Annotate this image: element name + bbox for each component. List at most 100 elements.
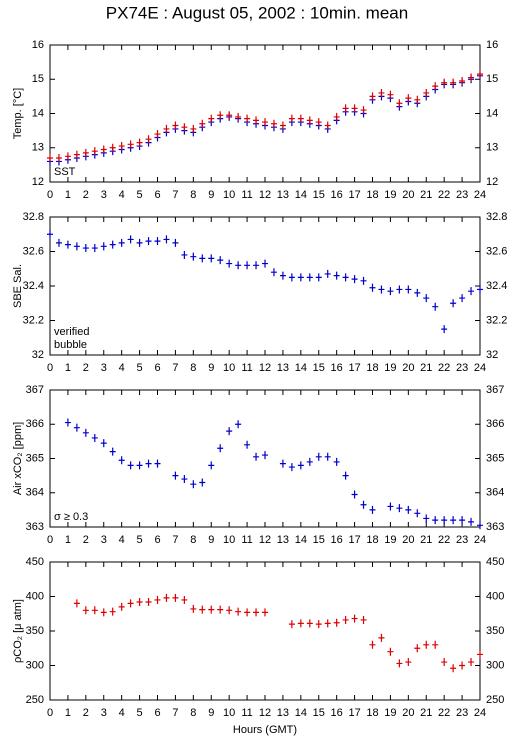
- y2-tick-label: 16: [486, 39, 498, 51]
- data-point: [190, 252, 197, 261]
- data-point: [226, 427, 233, 436]
- data-point: [109, 447, 116, 456]
- x-tick-label: 3: [101, 189, 107, 201]
- x-tick-label: 3: [101, 707, 107, 719]
- data-point: [154, 459, 161, 468]
- data-point: [235, 420, 242, 429]
- x-tick-label: 14: [295, 534, 307, 546]
- x-tick-label: 5: [137, 189, 143, 201]
- x-tick-label: 10: [223, 189, 235, 201]
- y-tick-label: 365: [26, 452, 44, 464]
- x-tick-label: 14: [295, 189, 307, 201]
- plot-frame: [49, 44, 481, 183]
- x-tick-label: 2: [83, 707, 89, 719]
- y2-tick-label: 350: [486, 625, 504, 637]
- y-tick-label: 350: [26, 625, 44, 637]
- data-point: [73, 599, 80, 608]
- y-tick-label: 32: [32, 349, 44, 361]
- y2-tick-label: 364: [486, 487, 504, 499]
- data-point: [360, 500, 367, 509]
- x-tick-label: 16: [331, 534, 343, 546]
- x-tick-label: 11: [241, 534, 252, 546]
- y2-tick-label: 32: [486, 349, 498, 361]
- data-point: [423, 88, 430, 97]
- x-tick-label: 9: [208, 707, 214, 719]
- data-point: [468, 517, 475, 526]
- data-point: [459, 661, 466, 670]
- data-point: [315, 620, 322, 629]
- data-point: [333, 112, 340, 121]
- data-point: [109, 607, 116, 616]
- x-tick-label: 9: [208, 362, 214, 374]
- x-tick-label: 4: [119, 534, 125, 546]
- data-point: [181, 475, 188, 484]
- data-point: [315, 118, 322, 127]
- data-point: [450, 516, 457, 525]
- x-tick-label: 6: [154, 534, 160, 546]
- data-point: [55, 154, 62, 163]
- y-tick-label: 366: [26, 418, 44, 430]
- x-axis-label: Hours (GMT): [233, 724, 297, 736]
- data-point: [208, 605, 215, 614]
- data-point: [226, 606, 233, 615]
- data-point: [324, 269, 331, 278]
- x-tick-label: 23: [456, 534, 468, 546]
- data-point: [468, 658, 475, 667]
- data-point: [253, 261, 260, 270]
- data-point: [360, 276, 367, 285]
- x-tick-label: 8: [190, 362, 196, 374]
- x-tick-label: 9: [208, 189, 214, 201]
- data-point: [253, 452, 260, 461]
- data-point: [118, 142, 125, 151]
- x-tick-label: 20: [402, 534, 414, 546]
- data-point: [127, 599, 134, 608]
- x-tick-label: 9: [208, 534, 214, 546]
- x-tick-label: 6: [154, 362, 160, 374]
- data-point: [244, 608, 251, 617]
- y2-tick-label: 300: [486, 659, 504, 671]
- x-tick-label: 20: [402, 707, 414, 719]
- data-point: [145, 237, 152, 246]
- data-point: [477, 650, 483, 659]
- x-tick-label: 21: [420, 534, 432, 546]
- x-tick-label: 10: [223, 707, 235, 719]
- x-tick-label: 13: [277, 534, 289, 546]
- data-point: [288, 273, 295, 282]
- data-point: [369, 92, 376, 101]
- x-tick-label: 7: [172, 362, 178, 374]
- x-tick-label: 7: [172, 189, 178, 201]
- data-point: [351, 614, 358, 623]
- y-tick-label: 32.8: [23, 211, 44, 223]
- data-point: [387, 287, 394, 296]
- data-point: [199, 605, 206, 614]
- data-point: [100, 242, 107, 251]
- data-point: [244, 261, 251, 270]
- y2-tick-label: 32.6: [486, 245, 507, 257]
- y-tick-label: 12: [32, 176, 44, 188]
- data-point: [154, 237, 161, 246]
- data-point: [118, 238, 125, 247]
- data-point: [82, 148, 89, 157]
- data-point: [262, 608, 268, 617]
- data-point: [432, 640, 439, 649]
- y2-tick-label: 400: [486, 590, 504, 602]
- data-point: [235, 261, 242, 270]
- data-point: [64, 418, 71, 427]
- y-tick-label: 32.4: [23, 280, 44, 292]
- data-point: [333, 618, 340, 627]
- data-point: [414, 644, 421, 653]
- data-point: [477, 285, 483, 294]
- data-point: [432, 302, 439, 311]
- x-tick-label: 16: [331, 362, 343, 374]
- data-point: [136, 238, 143, 247]
- x-tick-label: 21: [420, 362, 432, 374]
- y2-tick-label: 250: [486, 694, 504, 706]
- x-tick-label: 22: [438, 707, 450, 719]
- data-point: [450, 664, 457, 673]
- data-point: [253, 608, 260, 617]
- data-point: [64, 240, 71, 249]
- data-point: [47, 154, 53, 163]
- data-point: [396, 99, 403, 108]
- data-point: [288, 463, 295, 472]
